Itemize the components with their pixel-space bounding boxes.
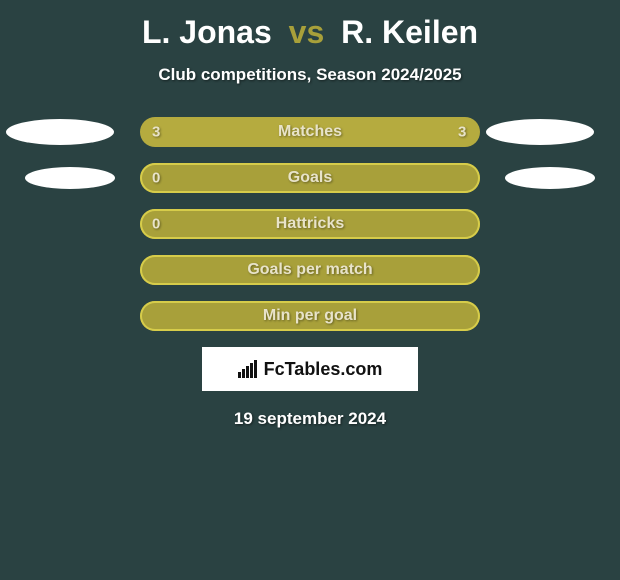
stat-row: Goals per match: [0, 255, 620, 285]
stat-value-left: 3: [152, 124, 160, 141]
subtitle: Club competitions, Season 2024/2025: [0, 65, 620, 85]
brand-text: FcTables.com: [238, 359, 383, 380]
vs-label: vs: [289, 14, 325, 50]
stat-value-right: 3: [458, 124, 466, 141]
page-title: L. Jonas vs R. Keilen: [0, 0, 620, 51]
stat-row: Min per goal: [0, 301, 620, 331]
stat-row: Hattricks 0: [0, 209, 620, 239]
brand-label: FcTables.com: [264, 359, 383, 380]
comparison-rows: Matches 3 3 Goals 0 Hattricks 0 Goals per match…: [0, 117, 620, 331]
player1-name: L. Jonas: [142, 14, 272, 50]
date-label: 19 september 2024: [0, 409, 620, 429]
bars-icon: [238, 360, 260, 378]
stat-row: Matches 3 3: [0, 117, 620, 147]
ellipse-left: [25, 167, 115, 189]
stat-label: Goals per match: [247, 261, 372, 279]
stat-value-left: 0: [152, 216, 160, 233]
stat-value-left: 0: [152, 170, 160, 187]
stat-label: Matches: [278, 123, 342, 141]
brand-box: FcTables.com: [202, 347, 418, 391]
stat-row: Goals 0: [0, 163, 620, 193]
stat-label: Min per goal: [263, 307, 357, 325]
player2-name: R. Keilen: [341, 14, 478, 50]
stat-label: Hattricks: [276, 215, 344, 233]
ellipse-left: [6, 119, 114, 145]
ellipse-right: [505, 167, 595, 189]
stat-label: Goals: [288, 169, 332, 187]
ellipse-right: [486, 119, 594, 145]
